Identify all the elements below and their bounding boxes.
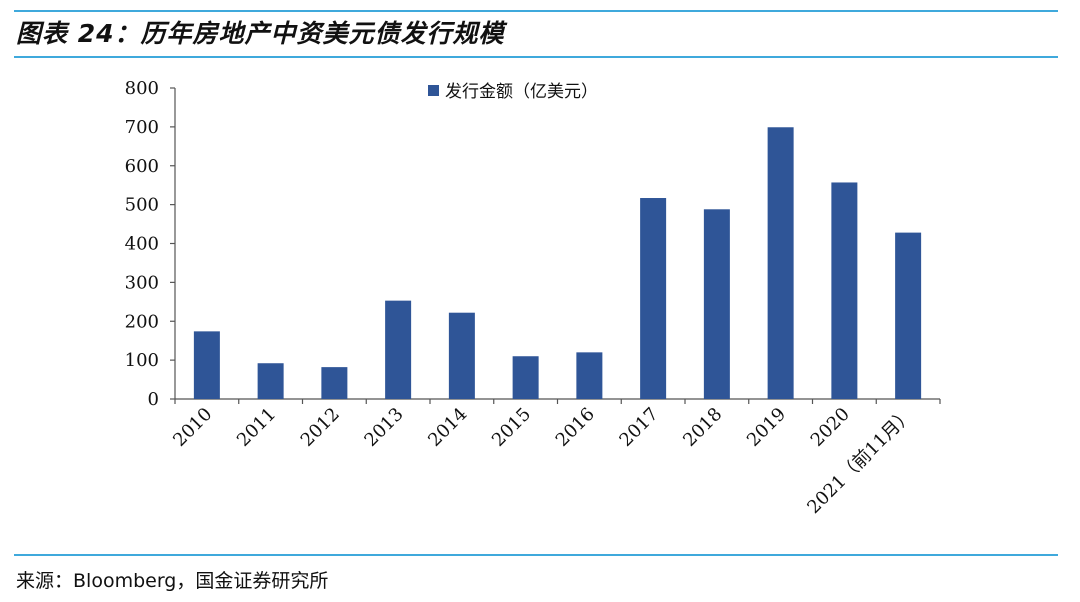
chart-bars (193, 127, 922, 400)
x-tick-label: 2021（前11月） (803, 404, 917, 518)
y-tick-labels: 0 100 200 300 400 500 600 700 800 (125, 78, 159, 410)
y-tick-label: 200 (125, 311, 159, 332)
top-rule (14, 10, 1058, 12)
y-tick-label: 700 (125, 117, 159, 138)
y-tick-label: 500 (125, 195, 159, 216)
title-underline (14, 56, 1058, 58)
y-tick-label: 300 (125, 272, 159, 293)
x-tick-label: 2016 (552, 404, 599, 451)
x-tick-label: 2011 (233, 404, 280, 451)
bar-2019 (767, 127, 794, 400)
chart-legend: 发行金额（亿美元） (428, 82, 598, 102)
x-tick-label: 2014 (424, 404, 471, 451)
bar-2011 (257, 363, 284, 399)
figure-title: 图表 24：历年房地产中资美元债发行规模 (16, 19, 505, 48)
x-tick-label: 2012 (297, 404, 344, 451)
bar-2014 (448, 312, 475, 399)
bottom-rule (14, 554, 1058, 556)
y-tick-label: 100 (125, 350, 159, 371)
legend-swatch (428, 85, 439, 96)
x-tick-label: 2013 (360, 404, 407, 451)
x-tick-label: 2015 (488, 404, 535, 451)
bar-2018 (703, 209, 730, 399)
y-tick-label: 800 (125, 78, 159, 99)
y-tick-label: 400 (125, 234, 159, 255)
bar-2012 (321, 367, 348, 399)
bar-2015 (512, 356, 539, 399)
bar-2010 (193, 331, 220, 399)
chart-axes (170, 87, 941, 404)
x-tick-label: 2020 (807, 404, 854, 451)
y-tick-label: 600 (125, 156, 159, 177)
bar-2017 (640, 198, 667, 399)
x-tick-label: 2017 (615, 404, 662, 451)
y-tick-label: 0 (148, 389, 159, 410)
x-tick-label: 2019 (743, 404, 790, 451)
x-tick-label: 2010 (169, 404, 216, 451)
bar-2013 (385, 300, 412, 399)
source-note: 来源：Bloomberg，国金证券研究所 (16, 570, 329, 592)
x-tick-label: 2018 (679, 404, 726, 451)
bar-2020 (831, 182, 858, 399)
x-tick-labels: 2010 2011 2012 2013 2014 2015 2016 2017 2018 2019… (169, 404, 917, 518)
bar-2016 (576, 352, 603, 399)
legend-label: 发行金额（亿美元） (445, 82, 598, 102)
bar-2021（前11月） (895, 232, 922, 399)
